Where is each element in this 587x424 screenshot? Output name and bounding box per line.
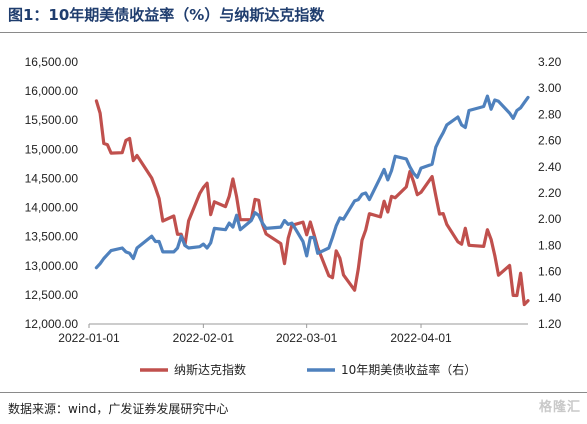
left-tick-label: 16,000.00 xyxy=(25,84,79,98)
right-tick-label: 2.40 xyxy=(538,160,562,174)
left-tick-label: 12,000.00 xyxy=(25,317,79,331)
right-tick-label: 1.20 xyxy=(538,317,562,331)
left-tick-label: 13,500.00 xyxy=(25,230,79,244)
legend-label: 10年期美债收益率（右） xyxy=(341,362,476,377)
x-tick-label: 2022-01-01 xyxy=(58,331,120,345)
left-tick-label: 15,000.00 xyxy=(25,142,79,156)
right-tick-label: 2.00 xyxy=(538,212,562,226)
right-tick-label: 1.60 xyxy=(538,265,562,279)
left-tick-label: 14,000.00 xyxy=(25,201,79,215)
right-axis-ticks: 1.20 1.40 1.60 1.80 2.00 2.20 2.40 2.60 2.80 3.00… xyxy=(538,55,562,331)
right-tick-label: 3.20 xyxy=(538,55,562,69)
us10y-yield-series-line xyxy=(94,94,530,270)
figure-title: 图1：10年期美债收益率（%）与纳斯达克指数 xyxy=(8,6,325,24)
right-tick-label: 1.80 xyxy=(538,238,562,252)
x-tick-label: 2022-03-01 xyxy=(276,331,338,345)
left-tick-label: 16,500.00 xyxy=(25,55,79,69)
nasdaq-series-line xyxy=(94,99,530,307)
x-tick-label: 2022-04-01 xyxy=(390,331,452,345)
right-tick-label: 3.00 xyxy=(538,81,562,95)
legend-label: 纳斯达克指数 xyxy=(174,362,246,377)
x-tick-label: 2022-02-01 xyxy=(173,331,235,345)
right-tick-label: 2.20 xyxy=(538,186,562,200)
right-tick-label: 2.60 xyxy=(538,134,562,148)
series-lines xyxy=(94,94,530,307)
legend: 纳斯达克指数 10年期美债收益率（右） xyxy=(140,362,476,377)
title-divider xyxy=(0,32,587,33)
left-tick-label: 13,000.00 xyxy=(25,259,79,273)
left-tick-label: 12,500.00 xyxy=(25,288,79,302)
right-tick-label: 2.80 xyxy=(538,107,562,121)
x-axis-ticks: 2022-01-01 2022-02-01 2022-03-01 2022-04-01 xyxy=(58,324,452,345)
source-divider xyxy=(0,392,587,393)
left-tick-label: 15,500.00 xyxy=(25,113,79,127)
left-tick-label: 14,500.00 xyxy=(25,171,79,185)
right-tick-label: 1.40 xyxy=(538,291,562,305)
source-note: 数据来源：wind，广发证券发展研究中心 xyxy=(8,402,229,416)
left-axis-ticks: 12,000.00 12,500.00 13,000.00 13,500.00 14,0… xyxy=(25,55,79,331)
watermark-logo: 格隆汇 xyxy=(538,400,581,415)
